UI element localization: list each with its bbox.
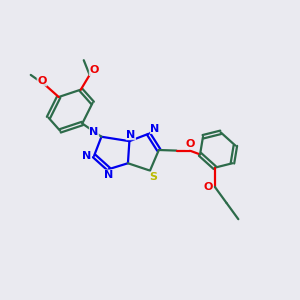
Text: N: N — [126, 130, 136, 140]
Text: N: N — [82, 151, 91, 161]
Text: O: O — [204, 182, 213, 192]
Text: N: N — [150, 124, 160, 134]
Text: N: N — [89, 127, 99, 137]
Text: N: N — [104, 170, 113, 180]
Text: O: O — [89, 65, 99, 76]
Text: S: S — [149, 172, 157, 182]
Text: O: O — [186, 139, 195, 149]
Text: O: O — [37, 76, 46, 86]
